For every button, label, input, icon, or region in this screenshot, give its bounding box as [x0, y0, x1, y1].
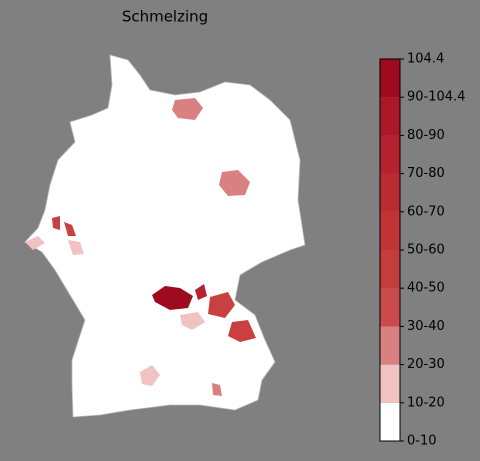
colorbar-segment [380, 135, 400, 174]
region [219, 170, 250, 196]
region [212, 383, 222, 396]
colorbar-label: 70-80 [407, 166, 445, 181]
colorbar-label: 80-90 [407, 128, 445, 143]
region [140, 365, 160, 386]
colorbar-segment [380, 59, 400, 98]
region [64, 222, 76, 236]
colorbar-label: 40-50 [407, 281, 445, 296]
colorbar-label: 10-20 [407, 395, 445, 410]
colorbar-segment [380, 326, 400, 365]
colorbar-label: 90-104.4 [407, 90, 465, 105]
region [180, 312, 205, 330]
germany-map [24, 54, 306, 418]
region [52, 216, 60, 230]
colorbar-label: 30-40 [407, 319, 445, 334]
region [228, 320, 256, 342]
colorbar-label: 0-10 [407, 434, 437, 449]
colorbar-segment [380, 364, 400, 403]
region [172, 98, 203, 120]
region [25, 236, 45, 250]
region [208, 292, 235, 318]
region [68, 240, 84, 255]
colorbar-segment [380, 173, 400, 212]
region [195, 284, 207, 300]
colorbar-segment [380, 402, 400, 441]
region [152, 286, 193, 310]
colorbar-segment [380, 250, 400, 289]
colorbar: 0-10 10-20 20-30 30-40 40-50 50-60 60-70 70-80 8… [379, 52, 465, 449]
colorbar-label: 104.4 [407, 52, 444, 67]
colorbar-label: 50-60 [407, 243, 445, 258]
colorbar-label: 60-70 [407, 204, 445, 219]
map-title: Schmelzing [122, 8, 208, 26]
colorbar-segment [380, 288, 400, 327]
colorbar-segment [380, 211, 400, 250]
colorbar-segment [380, 97, 400, 136]
colorbar-label: 20-30 [407, 357, 445, 372]
